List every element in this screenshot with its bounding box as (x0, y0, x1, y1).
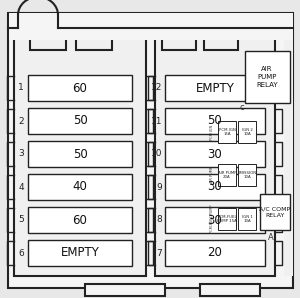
Bar (162, 36, 196, 50)
Text: 10: 10 (151, 150, 162, 159)
Bar (284, 36, 293, 276)
Text: IGN 2
10A: IGN 2 10A (242, 128, 252, 136)
Bar (85, 284, 165, 296)
Bar (14, 36, 146, 276)
Text: AIR PUMP: AIR PUMP (210, 167, 214, 183)
Text: 11: 11 (151, 117, 162, 125)
Bar (30, 36, 66, 50)
Text: 6: 6 (18, 249, 24, 257)
Bar (9, 13, 293, 40)
Text: 30: 30 (208, 213, 222, 226)
Text: 8: 8 (156, 215, 162, 224)
Bar (165, 240, 265, 266)
Text: IGN 1
10A: IGN 1 10A (242, 215, 252, 223)
Text: 50: 50 (208, 114, 222, 128)
Text: 3: 3 (18, 150, 24, 159)
Text: 7: 7 (156, 249, 162, 257)
Bar (165, 141, 265, 167)
Text: 50: 50 (73, 114, 87, 128)
Text: 2: 2 (18, 117, 24, 125)
Text: EMPTY: EMPTY (196, 81, 234, 94)
Bar (155, 36, 275, 276)
Text: 5: 5 (18, 215, 24, 224)
Text: 60: 60 (73, 81, 87, 94)
Text: c: c (240, 103, 244, 113)
Bar (165, 108, 265, 134)
Bar (245, 51, 290, 103)
Bar (28, 174, 132, 200)
Text: 60: 60 (73, 213, 87, 226)
Text: 4: 4 (18, 182, 24, 192)
Text: 40: 40 (73, 181, 87, 193)
Text: PCM-FUEL
PUMP 15A: PCM-FUEL PUMP 15A (217, 215, 237, 223)
Bar (204, 36, 238, 50)
Bar (28, 75, 132, 101)
Bar (28, 207, 132, 233)
Bar (218, 164, 236, 186)
Bar (238, 121, 256, 143)
Text: 1: 1 (18, 83, 24, 92)
Text: 20: 20 (208, 246, 222, 260)
Bar (76, 36, 112, 50)
Bar (165, 207, 265, 233)
Text: PCM IGN
15A: PCM IGN 15A (219, 128, 236, 136)
Text: PCM IGN: PCM IGN (210, 125, 214, 139)
Bar (28, 141, 132, 167)
Text: AIR
PUMP
RELAY: AIR PUMP RELAY (256, 66, 278, 88)
Bar (238, 164, 256, 186)
Text: 12: 12 (151, 83, 162, 92)
Text: EMPTY: EMPTY (61, 246, 99, 260)
Text: EMISSION
10A: EMISSION 10A (237, 171, 256, 179)
Bar (218, 208, 236, 230)
Text: 30: 30 (208, 181, 222, 193)
Bar (28, 108, 132, 134)
Text: 9: 9 (156, 182, 162, 192)
Bar (28, 240, 132, 266)
Bar (218, 121, 236, 143)
Text: 30: 30 (208, 148, 222, 161)
Text: AIR PUMP
20A: AIR PUMP 20A (218, 171, 236, 179)
Text: A/C COMP
RELAY: A/C COMP RELAY (260, 207, 291, 218)
Bar (238, 208, 256, 230)
Bar (200, 284, 260, 296)
Bar (165, 174, 265, 200)
Text: 50: 50 (73, 148, 87, 161)
Bar (165, 75, 265, 101)
Bar (260, 194, 290, 230)
Text: PCM-FUEL PUMP: PCM-FUEL PUMP (210, 205, 214, 233)
Text: A: A (268, 234, 274, 243)
